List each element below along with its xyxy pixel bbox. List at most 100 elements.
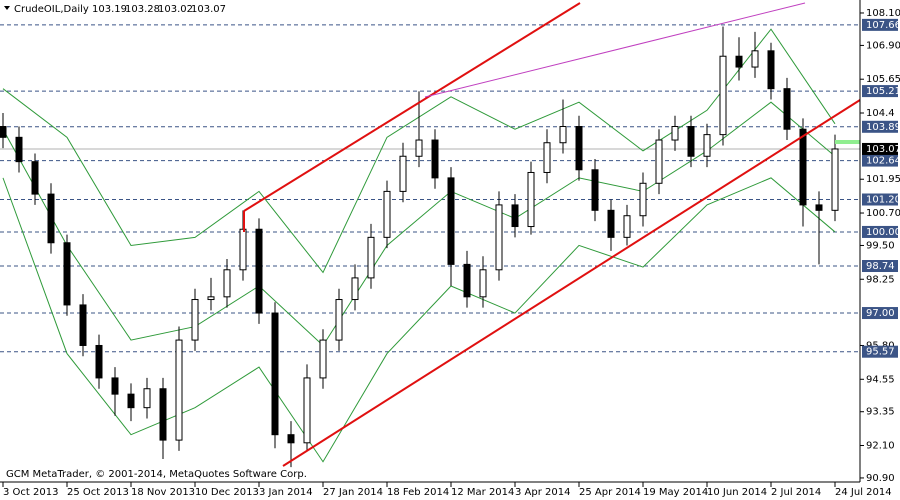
- candle-body: [207, 296, 215, 301]
- y-tick-label: 94.55: [866, 374, 895, 385]
- channel-upper: [243, 2, 581, 212]
- candle-body: [623, 215, 631, 238]
- level-box: [862, 260, 898, 273]
- y-tick-label: 99.50: [866, 240, 895, 251]
- candle-body: [175, 339, 183, 441]
- x-tick-label: 27 Jan 2014: [323, 487, 383, 498]
- candle-body: [431, 139, 439, 179]
- level-label: 97.00: [866, 308, 895, 319]
- y-tick-label: 108.10: [866, 8, 900, 19]
- candle-body: [79, 304, 87, 346]
- plot: [0, 24, 860, 468]
- price-label: 103.07: [866, 144, 900, 155]
- chart-title: CrudeOIL,Daily: [14, 4, 89, 15]
- y-tick-label: 93.35: [866, 407, 895, 418]
- x-tick-label: 2 Jul 2014: [771, 487, 821, 498]
- level-label: 101.20: [866, 195, 900, 206]
- candle-body: [415, 139, 423, 157]
- candle-body: [191, 299, 199, 341]
- candle-body: [239, 228, 247, 271]
- y-tick-label: 98.25: [866, 274, 895, 285]
- level-box: [862, 307, 898, 320]
- level-label: 95.57: [866, 347, 895, 358]
- menu-arrow: [4, 6, 10, 10]
- level-box: [862, 120, 898, 133]
- candle-body: [367, 236, 375, 279]
- price-box: [862, 142, 898, 155]
- candle-body: [815, 204, 823, 211]
- candle-body: [159, 388, 167, 441]
- header-quote: 103.19: [92, 4, 127, 15]
- x-tick-label: 18 Nov 2013: [131, 487, 195, 498]
- x-tick-label: 3 Jan 2014: [259, 487, 313, 498]
- candle-body: [767, 50, 775, 90]
- x-tick-label: 3 Apr 2014: [515, 487, 570, 498]
- x-tick-label: 25 Oct 2013: [67, 487, 129, 498]
- level-label: 102.64: [866, 156, 900, 167]
- candle-body: [127, 393, 135, 409]
- level-box: [862, 18, 898, 31]
- candle-body: [719, 55, 727, 136]
- level-box: [862, 85, 898, 98]
- candle-body: [15, 136, 23, 163]
- candle-body: [383, 190, 391, 238]
- candle-body: [655, 139, 663, 184]
- candle-body: [319, 339, 327, 379]
- level-box: [862, 345, 898, 358]
- candle-body: [511, 204, 519, 228]
- candle-body: [447, 177, 455, 265]
- candle-body: [831, 148, 839, 211]
- candle-body: [751, 50, 759, 68]
- candle-body: [95, 344, 103, 379]
- channel-lower: [282, 99, 861, 467]
- candle-body: [543, 142, 551, 173]
- trend-line: [424, 2, 806, 98]
- y-tick-label: 104.4: [866, 108, 895, 119]
- y-tick-label: 92.10: [866, 441, 895, 452]
- candle-body: [735, 55, 743, 68]
- candle-body: [703, 134, 711, 157]
- candle-body: [63, 242, 71, 306]
- candle-body: [351, 277, 359, 301]
- candle-body: [47, 193, 55, 244]
- footer: GCM MetaTrader, © 2001-2014, MetaQuotes …: [6, 469, 307, 480]
- band-lower: [2, 177, 836, 463]
- candle-body: [575, 126, 583, 171]
- candle-body: [799, 128, 807, 206]
- level-label: 103.89: [866, 122, 900, 133]
- candle-body: [255, 228, 263, 314]
- candle-body: [783, 88, 791, 130]
- candle-body: [111, 377, 119, 395]
- header-quote: 103.02: [158, 4, 193, 15]
- y-tick-label: 100.70: [866, 208, 900, 219]
- y-tick-label: 106.90: [866, 40, 900, 51]
- candle-body: [0, 126, 7, 138]
- x-tick-label: 18 Feb 2014: [387, 487, 449, 498]
- candle-body: [287, 434, 295, 444]
- candle-body: [671, 126, 679, 141]
- candle-body: [399, 155, 407, 192]
- candle-body: [143, 388, 151, 409]
- candle-body: [479, 269, 487, 298]
- candle-body: [607, 209, 615, 238]
- x-tick-label: 19 May 2014: [643, 487, 708, 498]
- candle-body: [687, 126, 695, 157]
- x-tick-label: 10 Jun 2014: [707, 487, 767, 498]
- header-quote: 103.07: [191, 4, 226, 15]
- level-box: [862, 225, 898, 238]
- level-label: 98.74: [866, 261, 895, 272]
- y-tick-label: 101.95: [866, 174, 900, 185]
- candle-body: [335, 299, 343, 341]
- candle-body: [495, 204, 503, 271]
- candle-body: [639, 182, 647, 217]
- candle-body: [271, 312, 279, 436]
- candle-body: [591, 169, 599, 211]
- level-label: 107.66: [866, 20, 900, 31]
- x-tick-label: 25 Apr 2014: [579, 487, 641, 498]
- candle-body: [527, 171, 535, 228]
- candle-body: [31, 161, 39, 195]
- candle-body: [303, 377, 311, 444]
- level-label: 105.21: [866, 86, 900, 97]
